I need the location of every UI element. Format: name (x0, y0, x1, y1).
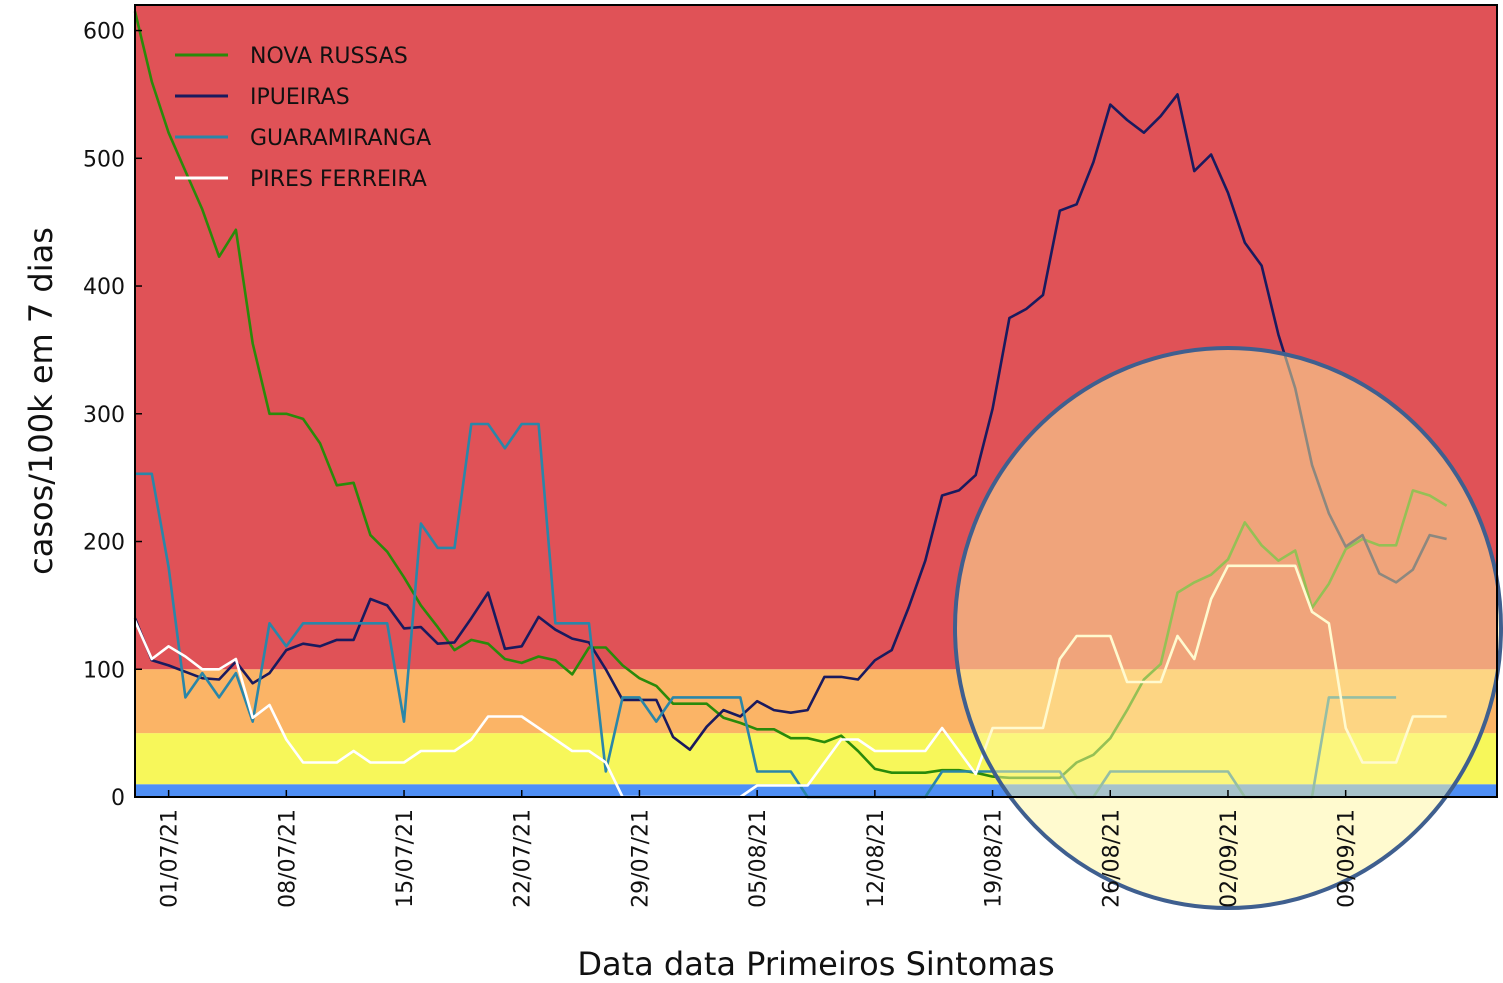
x-tick-label: 29/07/21 (628, 809, 653, 908)
y-tick-label: 600 (83, 20, 125, 45)
x-tick-label: 12/08/21 (864, 809, 889, 908)
legend-label: NOVA RUSSAS (250, 44, 408, 69)
x-axis-label: Data data Primeiros Sintomas (577, 945, 1054, 983)
x-tick-label: 01/07/21 (158, 809, 183, 908)
x-tick-label: 19/08/21 (982, 809, 1007, 908)
legend-label: IPUEIRAS (250, 85, 350, 110)
plot-frame (134, 4, 1498, 798)
highlight-circle (953, 346, 1503, 910)
x-tick-label: 26/08/21 (1099, 809, 1124, 908)
x-tick-label: 09/09/21 (1335, 809, 1360, 908)
x-tick-label: 15/07/21 (393, 809, 418, 908)
x-tick-label: 05/08/21 (746, 809, 771, 908)
series-line (133, 93, 1447, 751)
y-tick-label: 300 (83, 403, 125, 428)
y-tick-label: 200 (83, 531, 125, 556)
y-tick-label: 400 (83, 275, 125, 300)
x-tick-label: 02/09/21 (1217, 809, 1242, 908)
x-tick-label: 22/07/21 (511, 809, 536, 908)
legend-label: PIRES FERREIRA (250, 167, 427, 192)
y-axis-label: casos/100k em 7 dias (22, 227, 60, 575)
y-tick-label: 500 (83, 147, 125, 172)
y-tick-label: 0 (111, 786, 125, 811)
y-tick-label: 100 (83, 658, 125, 683)
legend-label: GUARAMIRANGA (250, 126, 431, 151)
plot-area (133, 5, 1497, 799)
x-tick-label: 08/07/21 (275, 809, 300, 908)
